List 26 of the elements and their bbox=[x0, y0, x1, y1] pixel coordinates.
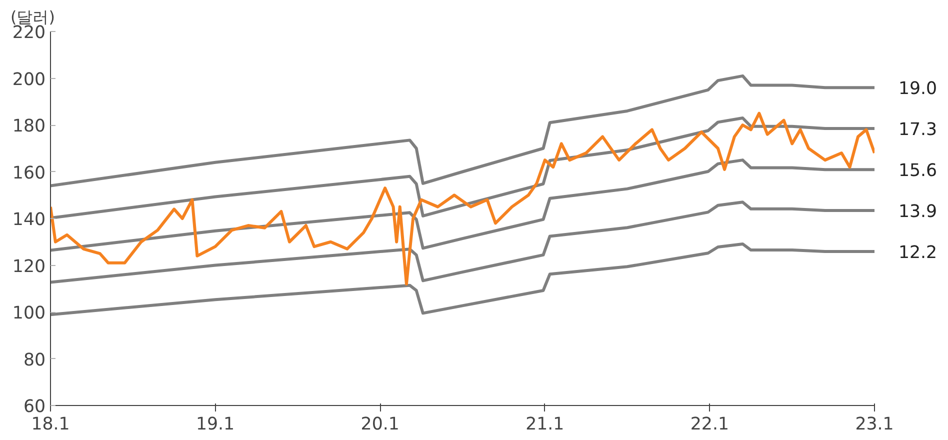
y-axis-title: (달러) bbox=[10, 8, 55, 26]
y-tick-label: 80 bbox=[23, 350, 46, 370]
x-tick-label: 21.1 bbox=[526, 414, 564, 434]
series-label: 13.9 bbox=[898, 202, 938, 222]
y-tick-label: 180 bbox=[12, 116, 46, 136]
y-tick-label: 120 bbox=[12, 256, 46, 277]
line-series bbox=[50, 112, 874, 286]
y-tick-label: 160 bbox=[12, 163, 46, 184]
series-label: 19.0 bbox=[898, 79, 938, 100]
x-tick-label: 19.1 bbox=[196, 414, 235, 434]
line-series bbox=[50, 116, 874, 220]
y-tick-label: 140 bbox=[12, 210, 46, 230]
y-tick-label: 60 bbox=[23, 397, 46, 417]
line-series bbox=[50, 158, 874, 252]
series-label: 17.3 bbox=[898, 120, 938, 140]
line-series bbox=[50, 242, 874, 316]
x-tick-label: 18.1 bbox=[31, 414, 70, 434]
series-label: 15.6 bbox=[898, 161, 938, 182]
series-label: 12.2 bbox=[898, 242, 938, 263]
line-series bbox=[50, 200, 874, 284]
x-tick-label: 23.1 bbox=[855, 414, 894, 434]
y-tick-label: 100 bbox=[12, 304, 46, 324]
x-tick-label: 22.1 bbox=[690, 414, 730, 434]
x-tick-label: 20.1 bbox=[360, 414, 400, 434]
line-series bbox=[50, 74, 874, 188]
y-tick-label: 200 bbox=[12, 70, 46, 90]
